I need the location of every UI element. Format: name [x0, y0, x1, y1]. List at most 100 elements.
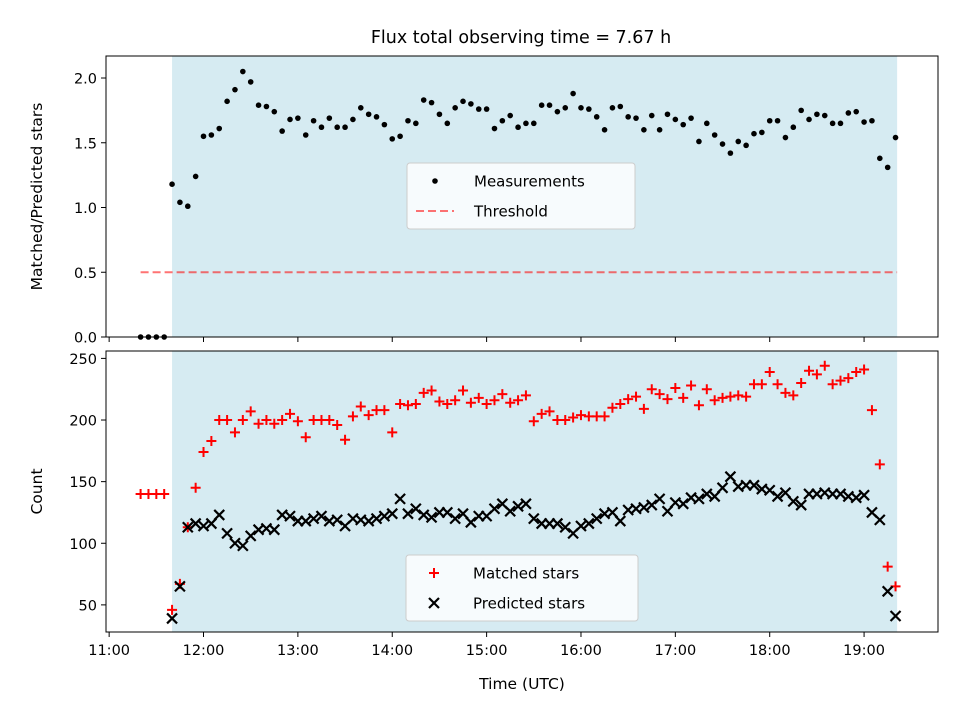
matched-star-point — [835, 375, 846, 386]
legend-frame — [405, 554, 639, 622]
matched-star-point — [654, 389, 665, 400]
matched-star-point — [678, 392, 689, 403]
measurement-point — [350, 116, 356, 123]
measurement-point — [806, 116, 812, 123]
measurement-point — [782, 134, 789, 141]
predicted-star-point — [465, 516, 477, 529]
predicted-star-point — [378, 510, 391, 522]
matched-star-point — [717, 392, 728, 403]
predicted-star-point — [787, 495, 800, 508]
matched-star-point — [418, 387, 429, 398]
matched-star-point — [513, 395, 524, 406]
matched-star-point — [874, 459, 885, 470]
matched-star-point — [473, 392, 484, 403]
y-tick-label: 1.0 — [74, 201, 97, 217]
measurement-point — [641, 127, 647, 133]
predicted-star-point — [716, 482, 729, 494]
matched-star-point — [560, 415, 571, 426]
measurement-point — [821, 112, 828, 119]
measurement-point — [318, 124, 325, 131]
matched-star-point — [434, 396, 445, 407]
matched-star-point — [355, 401, 366, 412]
predicted-star-point — [724, 470, 737, 483]
matched-star-point — [167, 604, 178, 615]
measurement-point — [491, 125, 498, 132]
matched-star-point — [536, 408, 547, 419]
measurement-point — [853, 108, 860, 115]
measurement-point — [428, 99, 435, 106]
matched-star-point — [827, 379, 838, 390]
matched-star-point — [843, 373, 854, 384]
measurement-point — [711, 132, 718, 138]
matched-star-point — [686, 380, 697, 391]
measurement-point — [735, 138, 742, 145]
measurement-point — [586, 106, 592, 112]
predicted-star-point — [504, 505, 516, 517]
predicted-star-point — [410, 502, 422, 515]
predicted-star-point — [795, 499, 807, 511]
measurement-point — [554, 108, 561, 115]
matched-star-point — [866, 405, 877, 416]
measurement-point — [625, 114, 631, 120]
measurement-point — [515, 124, 521, 131]
measurement-point — [483, 106, 490, 112]
measurement-point — [389, 136, 396, 142]
matched-star-point — [756, 379, 767, 390]
matched-star-point — [347, 411, 358, 422]
matched-star-point — [631, 391, 642, 402]
matched-star-point — [520, 390, 531, 401]
x-tick-label: 13:00 — [277, 643, 319, 659]
x-tick-label: 11:00 — [88, 643, 130, 659]
x-tick-label: 12:00 — [183, 643, 225, 659]
measurement-point — [255, 102, 262, 109]
measurement-point — [420, 97, 427, 103]
legend-label: Measurements — [474, 173, 585, 191]
chart-title: Flux total observing time = 7.67 h — [371, 28, 671, 48]
measurement-point — [648, 112, 655, 119]
predicted-star-point — [575, 520, 587, 532]
matched-star-point — [599, 411, 610, 422]
matched-star-point — [772, 379, 783, 390]
matched-star-point — [450, 395, 461, 406]
predicted-star-point — [881, 585, 894, 598]
matched-star-point — [285, 408, 296, 419]
matched-star-point — [229, 427, 240, 438]
measurement-point — [326, 115, 333, 121]
predicted-star-point — [244, 530, 257, 542]
matched-star-point — [198, 447, 209, 458]
measurement-point — [759, 129, 765, 136]
matched-star-point — [741, 391, 752, 402]
measurement-point — [310, 117, 317, 124]
predicted-star-point — [551, 517, 564, 530]
predicted-star-point — [583, 517, 595, 530]
matched-star-point — [701, 384, 712, 395]
measurement-point — [295, 115, 301, 121]
y-tick-label: 1.5 — [74, 136, 97, 152]
predicted-star-point — [858, 489, 870, 501]
y-tick-label: 100 — [69, 537, 97, 553]
y-tick-label: 0.5 — [74, 266, 97, 282]
matched-star-point — [222, 415, 233, 426]
measurement-point — [845, 110, 852, 116]
matched-star-point — [575, 410, 586, 421]
measurement-point — [365, 111, 372, 118]
measurement-point — [656, 127, 663, 133]
predicted-star-point — [174, 580, 186, 593]
matched-star-point — [159, 488, 170, 499]
predicted-star-point — [213, 509, 226, 521]
matched-star-point — [811, 369, 822, 380]
measurement-point — [562, 104, 569, 111]
matched-star-point — [497, 389, 508, 400]
predicted-star-point — [850, 491, 862, 504]
matched-star-point — [851, 366, 862, 377]
legend-marker-predicted — [428, 597, 440, 609]
matched-star-point — [363, 410, 374, 421]
measurement-point — [578, 104, 584, 111]
measurement-point — [680, 121, 687, 128]
matched-star-point — [796, 378, 807, 389]
matched-star-point — [638, 403, 649, 414]
measurement-point — [342, 124, 348, 131]
series-matched-stars — [135, 360, 901, 615]
predicted-star-point — [763, 484, 776, 497]
measurement-point — [861, 119, 867, 125]
